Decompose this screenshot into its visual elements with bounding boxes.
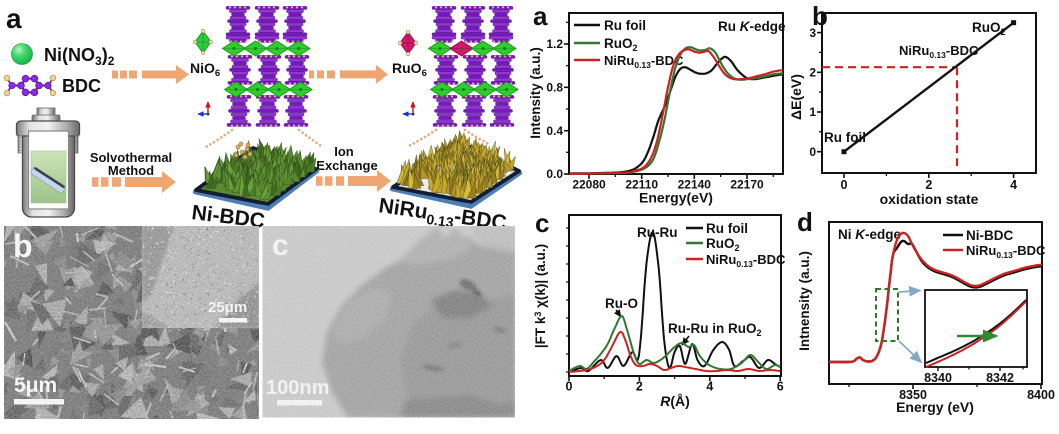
svg-text:4: 4	[706, 380, 713, 394]
svg-text:RuO2: RuO2	[972, 20, 1006, 37]
svg-text:RuO2: RuO2	[706, 236, 740, 253]
svg-text:BDC: BDC	[62, 76, 101, 96]
svg-text:Ru foil: Ru foil	[706, 221, 748, 236]
svg-text:b: b	[812, 1, 828, 31]
svg-text:22140: 22140	[678, 178, 712, 192]
svg-text:c: c	[272, 229, 289, 262]
svg-text:2: 2	[636, 380, 643, 394]
svg-text:|FT k3 χ(k)| (a.u.): |FT k3 χ(k)| (a.u.)	[533, 244, 548, 348]
svg-text:6: 6	[777, 380, 784, 394]
svg-text:22080: 22080	[572, 178, 606, 192]
svg-text:0.8: 0.8	[546, 81, 563, 95]
svg-text:oxidation state: oxidation state	[880, 191, 979, 207]
svg-text:RuO6: RuO6	[392, 60, 427, 79]
svg-text:RuO2: RuO2	[604, 36, 638, 53]
svg-text:8342: 8342	[986, 371, 1014, 385]
svg-text:NiO6: NiO6	[190, 60, 220, 79]
svg-text:1.2: 1.2	[546, 37, 563, 51]
svg-text:Ru-Ru: Ru-Ru	[637, 225, 678, 240]
svg-text:8340: 8340	[924, 371, 952, 385]
svg-text:Intnensity (a.u.): Intnensity (a.u.)	[797, 251, 812, 351]
svg-text:5μm: 5μm	[14, 374, 57, 397]
svg-text:0: 0	[841, 178, 848, 192]
svg-text:NiRu0.13-BDC: NiRu0.13-BDC	[966, 243, 1046, 260]
svg-text:Ion: Ion	[334, 144, 354, 159]
svg-text:c: c	[535, 208, 549, 238]
svg-text:Method: Method	[108, 163, 154, 178]
svg-text:8400: 8400	[1027, 388, 1055, 402]
svg-text:NiRu0.13-BDC: NiRu0.13-BDC	[706, 252, 786, 269]
svg-text:b: b	[13, 228, 33, 264]
svg-text:2: 2	[809, 66, 816, 80]
svg-text:R(Å): R(Å)	[660, 393, 690, 409]
svg-text:d: d	[797, 207, 813, 237]
svg-text:100nm: 100nm	[266, 377, 329, 399]
svg-text:0: 0	[809, 145, 816, 159]
svg-text:Energy (eV): Energy (eV)	[896, 399, 974, 415]
svg-text:a: a	[6, 3, 22, 34]
svg-text:0.0: 0.0	[546, 167, 563, 181]
svg-text:22170: 22170	[730, 178, 764, 192]
svg-text:25μm: 25μm	[208, 299, 247, 316]
svg-text:Ru-O: Ru-O	[605, 296, 638, 311]
svg-text:Energy(eV): Energy(eV)	[639, 190, 713, 206]
svg-text:2: 2	[925, 178, 932, 192]
svg-text:Ru foil: Ru foil	[824, 130, 866, 145]
svg-text:Ni K-edge: Ni K-edge	[838, 227, 902, 242]
svg-text:4: 4	[1010, 178, 1017, 192]
svg-text:Ru-Ru in RuO2: Ru-Ru in RuO2	[668, 321, 762, 338]
svg-text:ΔE(eV): ΔE(eV)	[788, 74, 804, 120]
svg-text:Ni(NO3)2: Ni(NO3)2	[44, 45, 115, 68]
svg-text:0.4: 0.4	[546, 124, 563, 138]
svg-text:3: 3	[809, 26, 816, 40]
svg-text:Intensity (a.u.): Intensity (a.u.)	[528, 47, 543, 139]
svg-text:1: 1	[809, 105, 816, 119]
svg-text:Solvothermal: Solvothermal	[90, 150, 172, 165]
svg-text:Exchange: Exchange	[316, 158, 377, 173]
svg-text:NiRu0.13-BDC: NiRu0.13-BDC	[899, 43, 979, 60]
svg-text:Ru foil: Ru foil	[604, 18, 646, 33]
svg-text:a: a	[533, 1, 548, 31]
svg-text:Ru K-edge: Ru K-edge	[718, 19, 786, 34]
svg-text:Ni-BDC: Ni-BDC	[966, 228, 1013, 243]
svg-text:22110: 22110	[625, 178, 658, 192]
svg-text:8350: 8350	[899, 388, 927, 402]
svg-text:0: 0	[566, 380, 573, 394]
